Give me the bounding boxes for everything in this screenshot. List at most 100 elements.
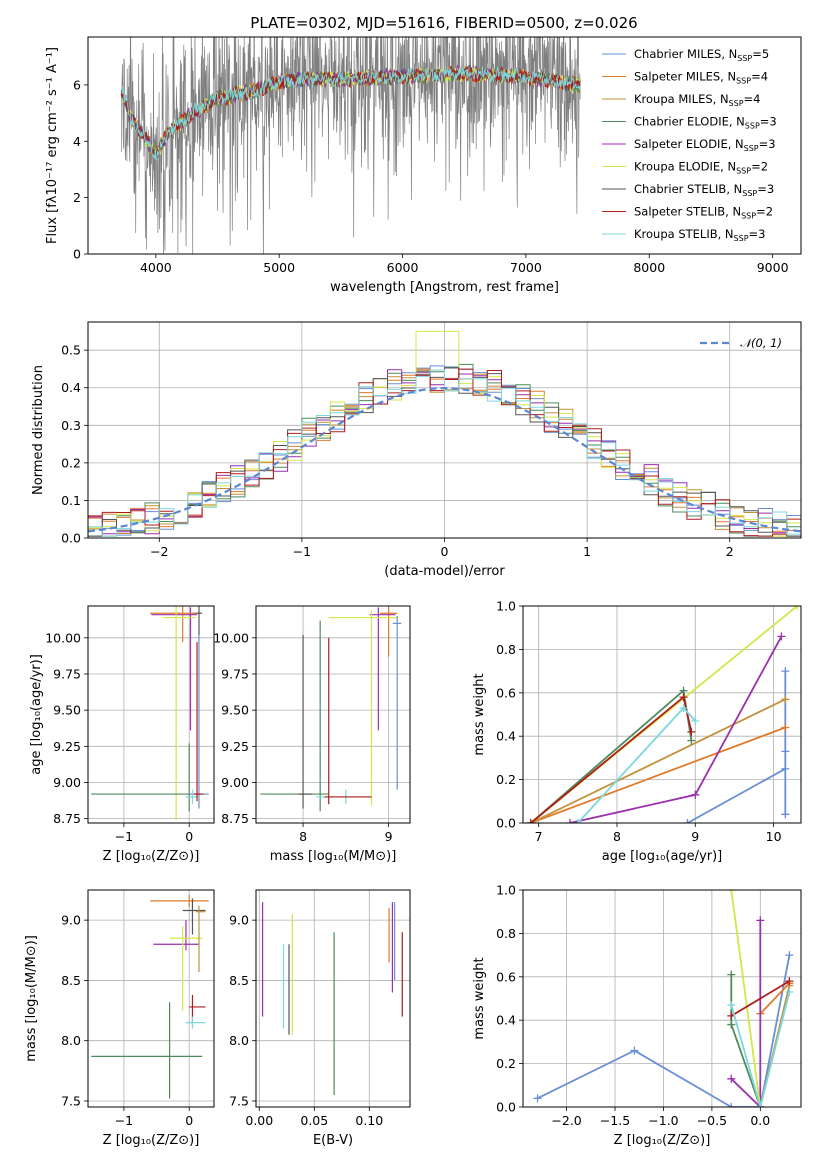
weight-point-marker xyxy=(526,819,535,823)
weight-point-marker xyxy=(785,951,794,960)
axes-frame xyxy=(255,605,411,824)
observed-spectrum-line xyxy=(120,37,581,254)
legend-entry: Kroupa ELODIE, NSSP=2 xyxy=(634,160,768,176)
y-tick-label: 9.0 xyxy=(61,913,81,928)
x-tick-label: 4000 xyxy=(140,260,172,275)
x-tick-label: −2 xyxy=(150,544,168,559)
x-tick-label: 0 xyxy=(185,829,193,844)
plot-area-residuals xyxy=(88,330,801,537)
weight-point-marker xyxy=(679,693,688,702)
legend-label: Chabrier ELODIE, N xyxy=(634,115,745,129)
legend-entry: Salpeter STELIB, NSSP=2 xyxy=(634,205,773,221)
weight-point-marker xyxy=(727,1001,736,1010)
x-tick-label: −1 xyxy=(293,544,311,559)
y-axis-label: mass [log₁₀(M/M⊙)] xyxy=(24,935,39,1062)
weight-point-marker xyxy=(691,790,700,799)
legend-suffix: =3 xyxy=(760,115,777,129)
legend-sub: SSP xyxy=(734,234,749,243)
x-tick-label: 6000 xyxy=(387,260,419,275)
y-axis-label: mass weight xyxy=(472,957,487,1039)
x-axis-label: E(B-V) xyxy=(313,1133,353,1148)
residual-histogram xyxy=(88,365,801,537)
legend-sub: SSP xyxy=(736,77,751,86)
x-tick-label: −1 xyxy=(115,829,133,844)
x-tick-label: 2 xyxy=(726,544,734,559)
y-tick-label: 10.00 xyxy=(213,630,249,645)
x-tick-label: 8 xyxy=(299,829,307,844)
legend-entry: Salpeter ELODIE, NSSP=3 xyxy=(634,137,776,153)
x-tick-label: 0.00 xyxy=(245,1113,273,1128)
legend-sub: SSP xyxy=(744,144,759,153)
y-tick-label: 0.6 xyxy=(496,685,516,700)
legend-label: Kroupa STELIB, N xyxy=(634,227,734,241)
weight-point-marker xyxy=(687,727,696,736)
y-tick-label: 10.00 xyxy=(45,630,81,645)
plot-area-mass_vs_EBV xyxy=(262,902,403,1095)
y-tick-label: 0.0 xyxy=(496,816,516,831)
y-tick-label: 8.0 xyxy=(61,1033,81,1048)
weight-series-line xyxy=(730,991,791,1107)
y-tick-label: 9.00 xyxy=(221,775,249,790)
legend-label: Kroupa ELODIE, N xyxy=(634,160,736,174)
legend-sub: SSP xyxy=(741,212,756,221)
x-tick-label: −2.0 xyxy=(551,1113,581,1128)
y-tick-label: 9.00 xyxy=(53,775,81,790)
weight-point-marker xyxy=(756,916,765,925)
legend-suffix: =4 xyxy=(751,70,768,84)
x-tick-label: 0 xyxy=(185,1113,193,1128)
x-tick-label: 9000 xyxy=(757,260,789,275)
y-tick-label: 0.0 xyxy=(61,531,81,546)
plot-area-age_vs_mass xyxy=(260,606,402,812)
y-tick-label: 8.0 xyxy=(229,1033,249,1048)
figure-title: PLATE=0302, MJD=51616, FIBERID=0500, z=0… xyxy=(250,14,637,32)
weight-point-marker xyxy=(565,819,574,823)
y-tick-label: 0.6 xyxy=(496,969,516,984)
y-axis-label: mass weight xyxy=(472,673,487,755)
x-tick-label: 8000 xyxy=(633,260,665,275)
legend-entry: Kroupa STELIB, NSSP=3 xyxy=(634,227,765,243)
y-tick-label: 8.75 xyxy=(53,811,81,826)
legend-suffix: =2 xyxy=(756,205,773,219)
weight-point-marker xyxy=(777,632,786,641)
y-tick-label: 9.25 xyxy=(53,739,81,754)
legend-label: Salpeter ELODIE, N xyxy=(634,137,744,151)
x-tick-label: 0.05 xyxy=(300,1113,328,1128)
x-tick-label: 0.0 xyxy=(750,1113,770,1128)
x-axis-label: Z [log₁₀(Z/Z⊙)] xyxy=(614,1133,711,1148)
legend-entry: 𝒩(0, 1) xyxy=(740,336,782,350)
x-tick-label: 10 xyxy=(766,829,782,844)
legend-sub: SSP xyxy=(742,189,757,198)
x-axis-label: age [log₁₀(age/yr)] xyxy=(602,849,723,864)
weight-point-marker xyxy=(727,1103,736,1107)
x-axis-label: mass [log₁₀(M/M⊙)] xyxy=(270,849,397,864)
weight-series-line xyxy=(759,982,791,1015)
x-tick-label: 9 xyxy=(691,829,699,844)
x-axis-label: wavelength [Angstrom, rest frame] xyxy=(330,280,559,295)
plot-area-weight_vs_Z xyxy=(533,890,794,1107)
legend-suffix: =3 xyxy=(757,182,774,196)
x-axis-label: (data-model)/error xyxy=(384,564,505,579)
y-tick-label: 0.8 xyxy=(496,642,516,657)
panel-mass_vs_EBV: 0.00 0.05 0.10 7.5 8.0 8.5 9.0 E(B-V) xyxy=(229,889,411,1148)
legend-suffix: =3 xyxy=(759,137,776,151)
panel-age_vs_mass: 8 9 8.75 9.00 9.25 9.50 9.75 10.00 mass [log₁₀(M… xyxy=(213,605,411,864)
weight-point-marker xyxy=(687,736,696,745)
weight-point-marker xyxy=(727,970,736,979)
legend-suffix: =4 xyxy=(744,92,761,106)
y-axis-label: Normed distribution xyxy=(31,365,46,495)
plot-area-mass_vs_Z xyxy=(91,894,209,1099)
legend-sub: SSP xyxy=(736,167,751,176)
axes-frame xyxy=(255,889,411,1108)
y-tick-label: 1.0 xyxy=(496,883,516,898)
axes-frame xyxy=(87,605,215,824)
weight-point-marker xyxy=(785,977,794,986)
weight-point-marker xyxy=(630,1046,639,1055)
panel-weight_vs_Z: −2.0 −1.5 −1.0 −0.5 0.0 0.0 0.2 0.4 0.6 0.8 1.0 Z [… xyxy=(472,883,802,1148)
gaussian-reference-line xyxy=(88,386,801,533)
x-axis-label: Z [log₁₀(Z/Z⊙)] xyxy=(103,849,200,864)
legend-entry: Chabrier ELODIE, NSSP=3 xyxy=(634,115,777,131)
weight-point-marker xyxy=(781,723,790,732)
y-tick-label: 9.75 xyxy=(221,666,249,681)
